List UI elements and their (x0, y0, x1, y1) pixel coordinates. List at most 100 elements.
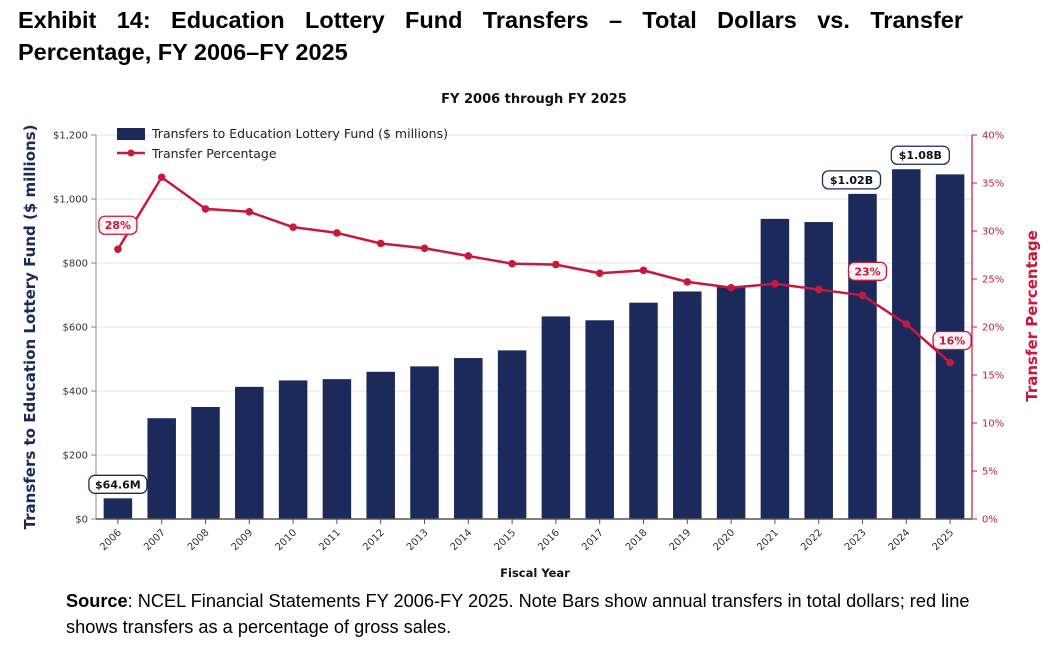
source-label: Source (66, 591, 128, 611)
x-tick-label: 2006 (98, 527, 124, 553)
chart-subtitle: FY 2006 through FY 2025 (441, 92, 627, 107)
y-tick-label: $1,000 (53, 195, 88, 206)
bar (191, 407, 220, 519)
y2-tick-label: 10% (982, 419, 1004, 430)
y-tick-label: $0 (75, 515, 88, 526)
bar-series (103, 169, 965, 520)
y2-tick-label: 30% (982, 227, 1004, 238)
y-tick-label: $1,200 (53, 131, 88, 142)
x-tick-label: 2024 (887, 527, 913, 553)
callout: 23% (847, 261, 888, 281)
line-point (245, 208, 254, 216)
bar (322, 379, 352, 519)
line-point (289, 223, 297, 231)
bar (804, 222, 833, 520)
callout: $1.08B (890, 145, 950, 165)
line-point (683, 278, 692, 286)
x-tick-label: 2010 (273, 527, 299, 553)
callout-box (932, 330, 972, 351)
y2-tick-label: 20% (982, 323, 1004, 334)
x-tick-label: 2011 (317, 527, 343, 553)
x-tick-label: 2008 (186, 527, 212, 553)
x-tick-label: 2023 (843, 527, 869, 553)
bar (103, 498, 133, 519)
line-point (902, 320, 911, 328)
bar (892, 169, 921, 520)
bar (278, 380, 308, 519)
callout: 28% (98, 215, 138, 235)
callouts: $64.6M $1.02B $1.08B 28% 23% 16% (88, 145, 972, 494)
callout-label: $1.08B (899, 149, 942, 162)
callout-label: $64.6M (95, 478, 141, 491)
callout: $1.02B (821, 170, 882, 190)
y-tick-label: $400 (63, 387, 88, 398)
y-tick-label: $600 (63, 323, 88, 334)
bar (760, 218, 790, 519)
y2-tick-label: 5% (982, 467, 998, 478)
y2-tick-label: 25% (982, 275, 1004, 286)
line-point (595, 269, 604, 278)
exhibit-title: Exhibit 14: Education Lottery Fund Trans… (18, 7, 963, 65)
x-tick-label: 2019 (668, 527, 694, 553)
y2-tick-label: 0% (982, 515, 998, 526)
bar (454, 358, 483, 519)
line-point (420, 244, 429, 253)
bar (585, 320, 614, 519)
x-tick-label: 2020 (711, 527, 737, 553)
bar (716, 286, 746, 519)
line-point (157, 173, 166, 182)
x-tick-label: 2021 (755, 527, 781, 553)
callout-box (890, 145, 950, 165)
line-point (639, 266, 648, 275)
legend-swatch-bars (117, 128, 145, 140)
callout-label: 23% (854, 265, 880, 278)
x-tick-label: 2022 (799, 527, 825, 553)
y-tick-label: $200 (63, 451, 88, 462)
bar (497, 350, 527, 519)
line-point (727, 283, 735, 292)
y2-tick-label: 15% (982, 371, 1004, 382)
bar (629, 302, 658, 519)
line-point (376, 239, 385, 248)
bar (366, 371, 395, 519)
line-point (464, 252, 473, 260)
source-text: : NCEL Financial Statements FY 2006-FY 2… (66, 591, 970, 637)
line-point (946, 358, 954, 367)
x-tick-label: 2014 (449, 527, 475, 553)
legend-label-line: Transfer Percentage (151, 146, 277, 161)
bar (673, 291, 702, 519)
x-tick-label: 2012 (361, 527, 387, 553)
x-tick-label: 2007 (142, 527, 168, 553)
y2-tick-label: 35% (982, 179, 1004, 190)
callout: $64.6M (88, 474, 148, 494)
line-point (858, 291, 867, 300)
line-point (814, 285, 823, 294)
line-point (552, 260, 560, 269)
callout-box (88, 474, 148, 494)
callout-label: 16% (939, 335, 965, 348)
x-tick-label: 2016 (536, 527, 562, 553)
callout-label: 28% (105, 219, 131, 232)
bar (147, 418, 176, 519)
axes (91, 134, 977, 524)
callout-box (847, 261, 888, 281)
y2-axis-title: Transfer Percentage (1023, 230, 1041, 402)
legend: Transfers to Education Lottery Fund ($ m… (117, 126, 448, 161)
line-point (333, 229, 341, 237)
line-point (771, 280, 779, 288)
callout-label: $1.02B (830, 174, 873, 187)
x-tick-label: 2015 (492, 527, 518, 553)
x-tick-label: 2013 (405, 527, 431, 553)
x-tick-label: 2017 (580, 527, 606, 553)
bar (410, 366, 439, 519)
line-point (114, 245, 122, 254)
legend-swatch-marker (127, 149, 135, 157)
y2-tick-label: 40% (982, 131, 1004, 142)
x-axis-title: Fiscal Year (500, 566, 570, 580)
line-point (508, 259, 516, 268)
legend-label-bars: Transfers to Education Lottery Fund ($ m… (151, 126, 448, 141)
line-series (114, 173, 954, 367)
callout: 16% (932, 330, 972, 351)
source-note: Source: NCEL Financial Statements FY 200… (66, 588, 1026, 640)
